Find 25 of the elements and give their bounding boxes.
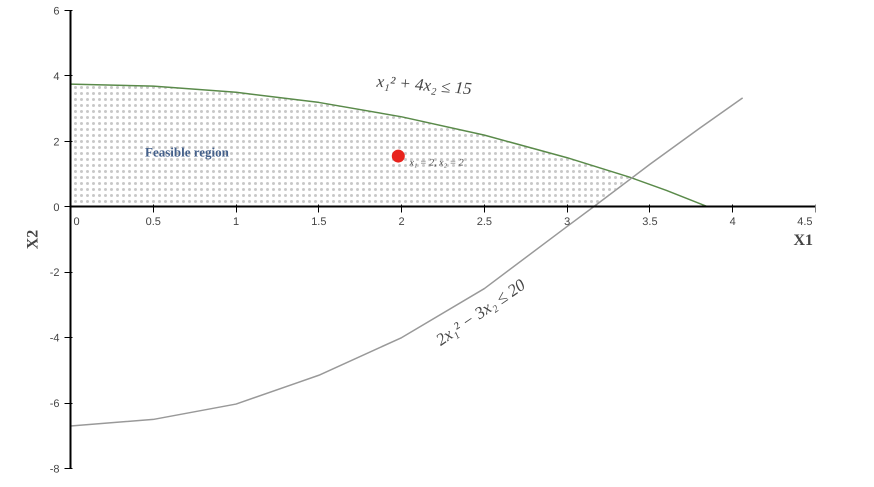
annotation: x₁² + 4x₂ ≤ 15 [374,72,472,98]
y-tick-label: -6 [50,398,60,410]
x-axis-title: X1 [794,232,814,249]
x-tick-label: 2.5 [476,216,492,228]
y-tick-label: -4 [50,332,60,345]
x-tick-label: 1.5 [311,216,326,228]
y-tick-label: -2 [50,267,60,280]
y-tick-label: 2 [53,136,60,148]
annotation: Feasible region [145,144,230,160]
x-tick-label: 3.5 [642,216,658,228]
y-tick-label: -8 [50,464,60,476]
x-tick-label: 1 [232,216,240,228]
annotation: 2x₁² − 3x₂ ≤ 20 [432,274,530,350]
y-tick-label: 4 [53,70,60,83]
y-tick-label: 0 [53,202,60,214]
x-tick-label: 4.5 [797,216,813,228]
y-axis-title: X2 [24,230,42,250]
line-series [70,97,744,427]
x-tick-label: 4 [730,216,736,228]
y-tick-label: 6 [53,6,60,18]
annotation: x₁ = 2, x₂ = 2 [408,158,464,169]
x-tick-label: 0.5 [146,216,161,228]
x-tick-label: 3 [564,216,570,228]
x-tick-label: 2 [398,216,405,228]
x-tick-label: 0 [74,216,80,228]
